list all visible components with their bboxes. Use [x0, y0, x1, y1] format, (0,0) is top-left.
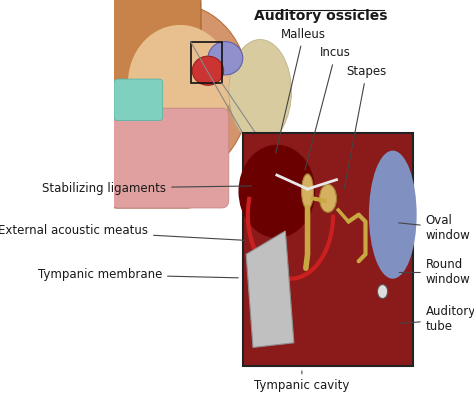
Text: Round
window: Round window — [399, 258, 471, 287]
Bar — [191, 42, 222, 83]
Text: Malleus: Malleus — [276, 27, 326, 153]
FancyBboxPatch shape — [110, 108, 229, 208]
Ellipse shape — [229, 40, 292, 144]
Text: Stabilizing ligaments: Stabilizing ligaments — [42, 181, 251, 195]
Text: Tympanic cavity: Tympanic cavity — [254, 371, 350, 392]
Polygon shape — [246, 231, 294, 347]
Ellipse shape — [103, 4, 250, 179]
Text: External acoustic meatus: External acoustic meatus — [0, 224, 245, 240]
Text: Tympanic membrane: Tympanic membrane — [37, 268, 238, 281]
FancyBboxPatch shape — [114, 79, 163, 121]
Ellipse shape — [238, 145, 315, 238]
Text: Incus: Incus — [305, 46, 351, 170]
Text: Stapes: Stapes — [344, 65, 387, 188]
Ellipse shape — [377, 285, 388, 299]
Text: Auditory
tube: Auditory tube — [399, 305, 474, 334]
Ellipse shape — [301, 174, 313, 209]
Ellipse shape — [208, 42, 243, 75]
Ellipse shape — [319, 184, 337, 212]
Text: Oval
window: Oval window — [399, 214, 471, 242]
Bar — [243, 133, 413, 366]
Ellipse shape — [128, 25, 232, 141]
Text: Auditory ossicles: Auditory ossicles — [254, 9, 388, 23]
Ellipse shape — [369, 151, 417, 279]
Ellipse shape — [192, 56, 224, 85]
FancyBboxPatch shape — [103, 0, 201, 208]
